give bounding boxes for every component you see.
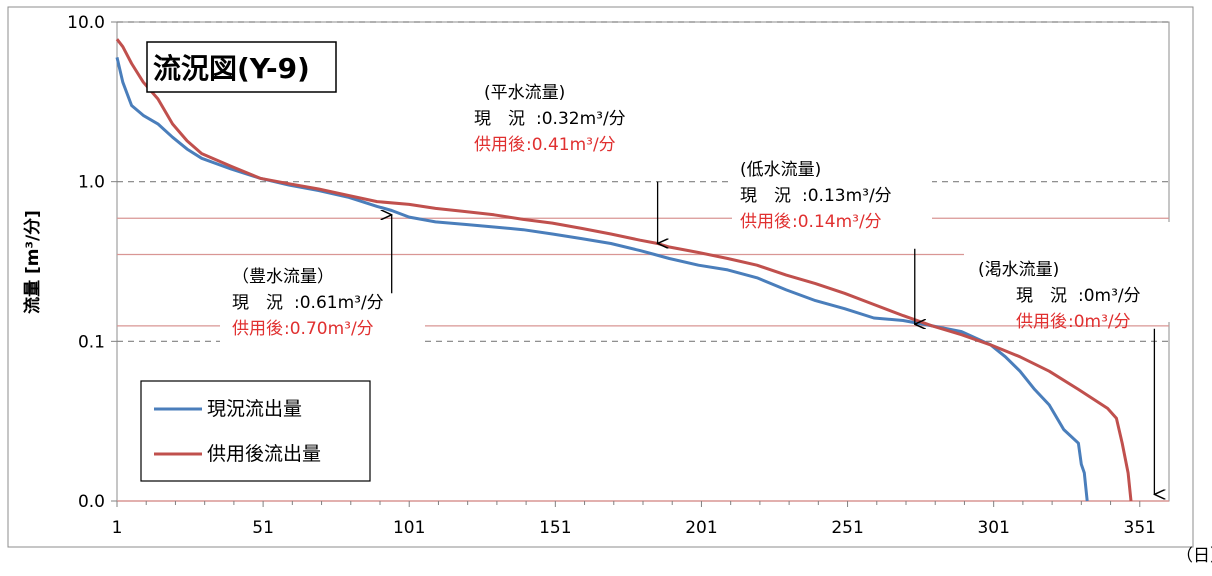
x-tick-label: 1 (112, 518, 123, 538)
x-tick-label: 151 (539, 518, 571, 538)
x-tick-label: 101 (393, 518, 425, 538)
x-tick-label: 201 (685, 518, 717, 538)
annotation-current-label: 現 況 (1016, 286, 1067, 306)
annotation-post-label: 供用後 (740, 212, 791, 232)
annotation-heading: (平水流量) (484, 83, 565, 103)
annotation-post-value: :0.70m³/分 (284, 319, 374, 339)
legend-label-current: 現況流出量 (207, 398, 302, 420)
annotation-post-value: :0.41m³/分 (526, 135, 616, 155)
annotation-heading: (渇水流量) (978, 260, 1059, 280)
x-tick-label: 351 (1124, 518, 1156, 538)
legend-label-post: 供用後流出量 (207, 443, 321, 465)
annotation-heading: （豊水流量） (232, 267, 334, 287)
y-tick-label: 0.1 (78, 332, 105, 352)
chart-title: 流況図(Y-9) (153, 52, 310, 85)
annotation-current-value: :0.32m³/分 (536, 109, 626, 129)
y-axis-label: 流量 [m³/分] (22, 210, 43, 314)
y-tick-label: 1.0 (78, 173, 105, 193)
legend-box (141, 381, 370, 481)
x-tick-label: 301 (977, 518, 1009, 538)
y-tick-label: 0.0 (78, 492, 105, 512)
annotation-heading: (低水流量) (740, 160, 821, 180)
annotation-current-label: 現 況 (740, 186, 791, 206)
annotation-current-value: :0.61m³/分 (294, 293, 384, 313)
annotation-current-label: 現 況 (232, 293, 283, 313)
x-tick-label: 251 (831, 518, 863, 538)
legend: 現況流出量 供用後流出量 (141, 381, 370, 481)
annotation-post-label: 供用後 (474, 135, 525, 155)
annotation-post-value: :0.14m³/分 (792, 212, 882, 232)
annotation-post-label: 供用後 (1016, 312, 1067, 332)
annotation-current-label: 現 況 (474, 109, 525, 129)
annotation-post-label: 供用後 (232, 319, 283, 339)
annotation-current-value: :0.13m³/分 (802, 186, 892, 206)
annotation-post-value: :0m³/分 (1068, 312, 1131, 332)
x-unit-note: （日） (1176, 546, 1212, 566)
annotation-current-value: :0m³/分 (1078, 286, 1141, 306)
x-tick-label: 51 (252, 518, 274, 538)
y-tick-label: 10.0 (67, 13, 105, 33)
